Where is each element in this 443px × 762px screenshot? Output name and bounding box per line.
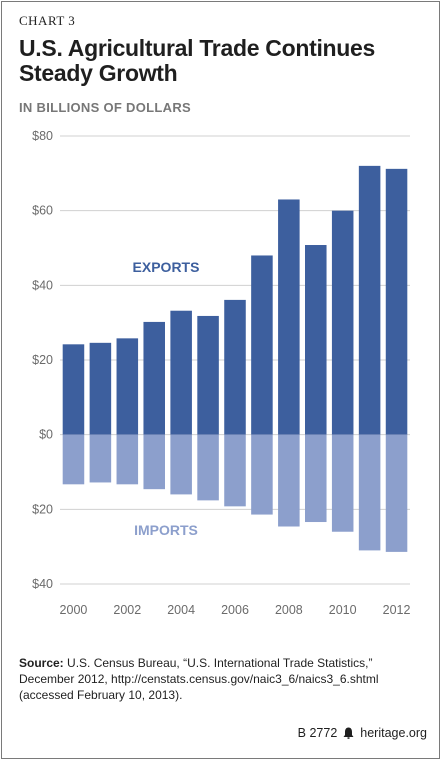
chart-subtitle: IN BILLIONS OF DOLLARS — [19, 100, 191, 115]
export-bar — [358, 165, 381, 435]
source-text: U.S. Census Bureau, “U.S. International … — [19, 656, 379, 702]
bars — [62, 165, 408, 552]
y-axis-ticks: $80 $60 $40 $20 $0 $20 $40 — [32, 129, 53, 591]
exports-series-label: EXPORTS — [133, 259, 200, 275]
y-tick-label: $0 — [39, 428, 53, 442]
liberty-bell-icon — [343, 727, 354, 739]
series-labels: EXPORTS IMPORTS — [133, 259, 200, 538]
y-tick-label: $40 — [32, 577, 53, 591]
export-bar — [224, 299, 246, 435]
import-bar — [278, 434, 300, 527]
export-bar — [89, 342, 112, 435]
import-bar — [251, 434, 273, 515]
import-bar — [385, 434, 408, 552]
source-note: Source: U.S. Census Bureau, “U.S. Intern… — [19, 655, 429, 703]
import-bar — [116, 434, 139, 485]
import-bar — [62, 434, 85, 485]
y-tick-label: $40 — [32, 278, 53, 292]
imports-series-label: IMPORTS — [134, 522, 198, 538]
y-tick-label: $20 — [32, 353, 53, 367]
x-tick-label: 2010 — [329, 603, 357, 617]
import-bar — [170, 434, 192, 495]
export-bar — [62, 344, 85, 435]
bar-chart: $80$60$40$20$0$20$40 2000 2002 2004 2006 200… — [32, 129, 411, 617]
y-tick-label: $80 — [32, 129, 53, 143]
import-bar — [89, 434, 112, 483]
import-bar — [197, 434, 219, 501]
x-tick-label: 2008 — [275, 603, 303, 617]
chart-title: U.S. Agricultural Trade Continues Steady… — [19, 35, 376, 86]
export-bar — [331, 210, 354, 435]
export-bar — [116, 338, 139, 435]
x-tick-label: 2000 — [60, 603, 88, 617]
site-name: heritage.org — [360, 726, 427, 740]
import-bar — [143, 434, 165, 490]
export-bar — [197, 315, 219, 435]
import-bar — [305, 434, 327, 523]
import-bar — [224, 434, 246, 507]
footer: B 2772 heritage.org — [298, 726, 427, 740]
export-bar — [385, 168, 408, 435]
export-bar — [251, 255, 273, 435]
report-code: B 2772 — [297, 726, 338, 740]
y-tick-label: $60 — [32, 204, 53, 218]
export-bar — [143, 321, 165, 435]
export-bar — [305, 245, 327, 435]
y-tick-label: $20 — [32, 502, 53, 516]
x-tick-label: 2002 — [113, 603, 141, 617]
x-tick-label: 2012 — [383, 603, 411, 617]
import-bar — [358, 434, 381, 551]
x-tick-label: 2004 — [167, 603, 195, 617]
export-bar — [278, 199, 300, 435]
x-tick-label: 2006 — [221, 603, 249, 617]
x-axis-ticks: 2000 2002 2004 2006 2008 2010 2012 — [60, 603, 411, 617]
source-label: Source: — [19, 656, 64, 670]
chart-number: CHART 3 — [19, 13, 76, 28]
export-bar — [170, 310, 192, 435]
import-bar — [331, 434, 354, 532]
